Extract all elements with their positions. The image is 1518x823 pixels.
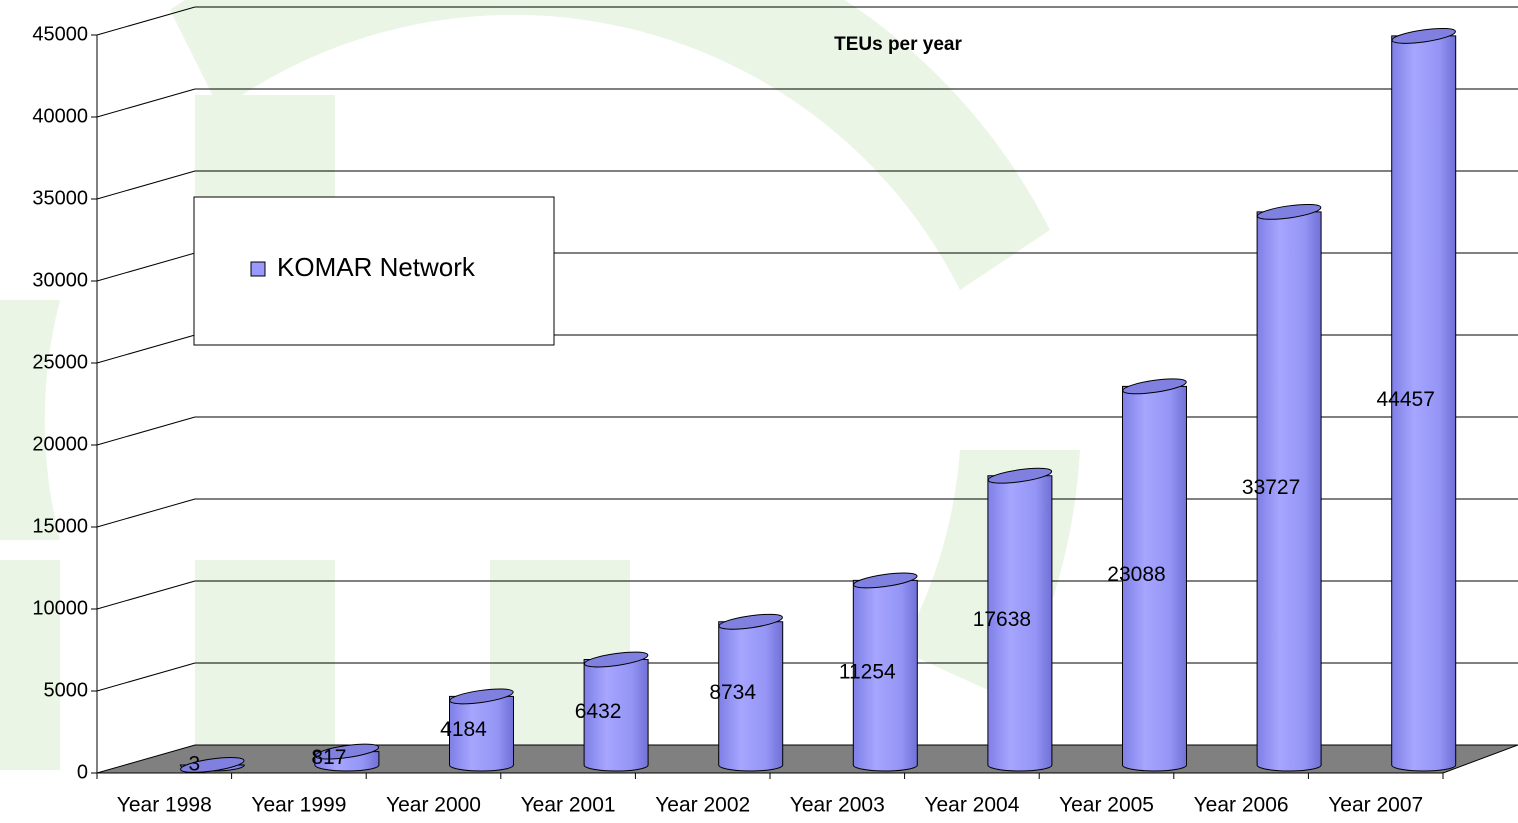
x-tick-label: Year 2003 [790, 794, 885, 817]
legend-label: KOMAR Network [277, 252, 476, 282]
y-tick-label: 25000 [32, 351, 88, 373]
bar [1391, 35, 1457, 772]
value-label: 11254 [839, 660, 896, 683]
bar-cap [718, 613, 783, 630]
grid-line-side [96, 170, 196, 200]
bar-cap [987, 467, 1053, 484]
bar-cap [180, 757, 245, 773]
x-tick-label: Year 2001 [521, 794, 616, 817]
bar-cap [1256, 203, 1322, 220]
bar-group [583, 651, 649, 772]
x-tick-label: Year 1999 [251, 794, 346, 817]
y-tick-label: 0 [77, 761, 88, 783]
x-tick-label: Year 2005 [1059, 794, 1154, 817]
bar-group [1122, 378, 1187, 772]
grid-line-side [96, 6, 196, 36]
legend: KOMAR Network [193, 196, 555, 346]
bar-group [718, 613, 784, 772]
background-decor [0, 0, 1080, 770]
grid-line-side [96, 88, 196, 118]
x-tick-label: Year 2004 [924, 794, 1019, 817]
x-tick-label: Year 2000 [386, 794, 481, 817]
value-label: 3 [188, 753, 200, 776]
legend-swatch [250, 261, 266, 277]
bar [987, 475, 1053, 772]
bar [852, 579, 918, 772]
value-label: 33727 [1242, 476, 1300, 499]
y-tick-label: 20000 [32, 433, 88, 455]
value-label: 23088 [1107, 563, 1165, 586]
bar [718, 621, 784, 772]
bar-cap [1122, 378, 1187, 395]
grid-line-side [96, 334, 196, 364]
bar-group [314, 743, 380, 772]
bar-group [179, 757, 245, 773]
x-tick-label: Year 2007 [1328, 794, 1423, 817]
value-label: 6432 [575, 700, 622, 723]
bar-cap [449, 688, 514, 705]
grid-line-side [96, 580, 196, 610]
bar [1256, 211, 1322, 772]
bar [583, 659, 649, 772]
chart-title: TEUs per year [834, 34, 962, 55]
x-tick-label: Year 2002 [655, 794, 750, 817]
y-tick-label: 15000 [32, 515, 88, 537]
bar-cap [314, 743, 380, 760]
y-tick-label: 45000 [32, 23, 88, 45]
y-tick-label: 10000 [32, 597, 88, 619]
x-tick-label: Year 1998 [117, 794, 212, 817]
value-label: 817 [311, 746, 346, 769]
value-label: 44457 [1376, 388, 1434, 411]
bar-group [1391, 27, 1457, 772]
bar [1122, 385, 1187, 772]
bar-cap [853, 572, 918, 589]
y-tick-label: 5000 [44, 679, 89, 701]
y-tick-label: 40000 [32, 105, 88, 127]
bar-group [1256, 203, 1322, 772]
bar-cap [1391, 27, 1456, 44]
x-tick-label: Year 2006 [1194, 794, 1289, 817]
bar-group [449, 688, 514, 772]
value-label: 17638 [973, 608, 1031, 631]
grid-line-side [96, 662, 196, 692]
value-label: 8734 [709, 681, 756, 704]
value-label: 4184 [440, 718, 487, 741]
y-tick-label: 30000 [32, 269, 88, 291]
bar [449, 695, 514, 772]
grid-line-side [96, 252, 196, 282]
grid-line-side [96, 416, 196, 446]
bar-cap [583, 651, 649, 668]
grid-line-side [96, 498, 196, 528]
bar-group [852, 572, 918, 772]
y-tick-label: 35000 [32, 187, 88, 209]
bar-group [987, 467, 1053, 772]
